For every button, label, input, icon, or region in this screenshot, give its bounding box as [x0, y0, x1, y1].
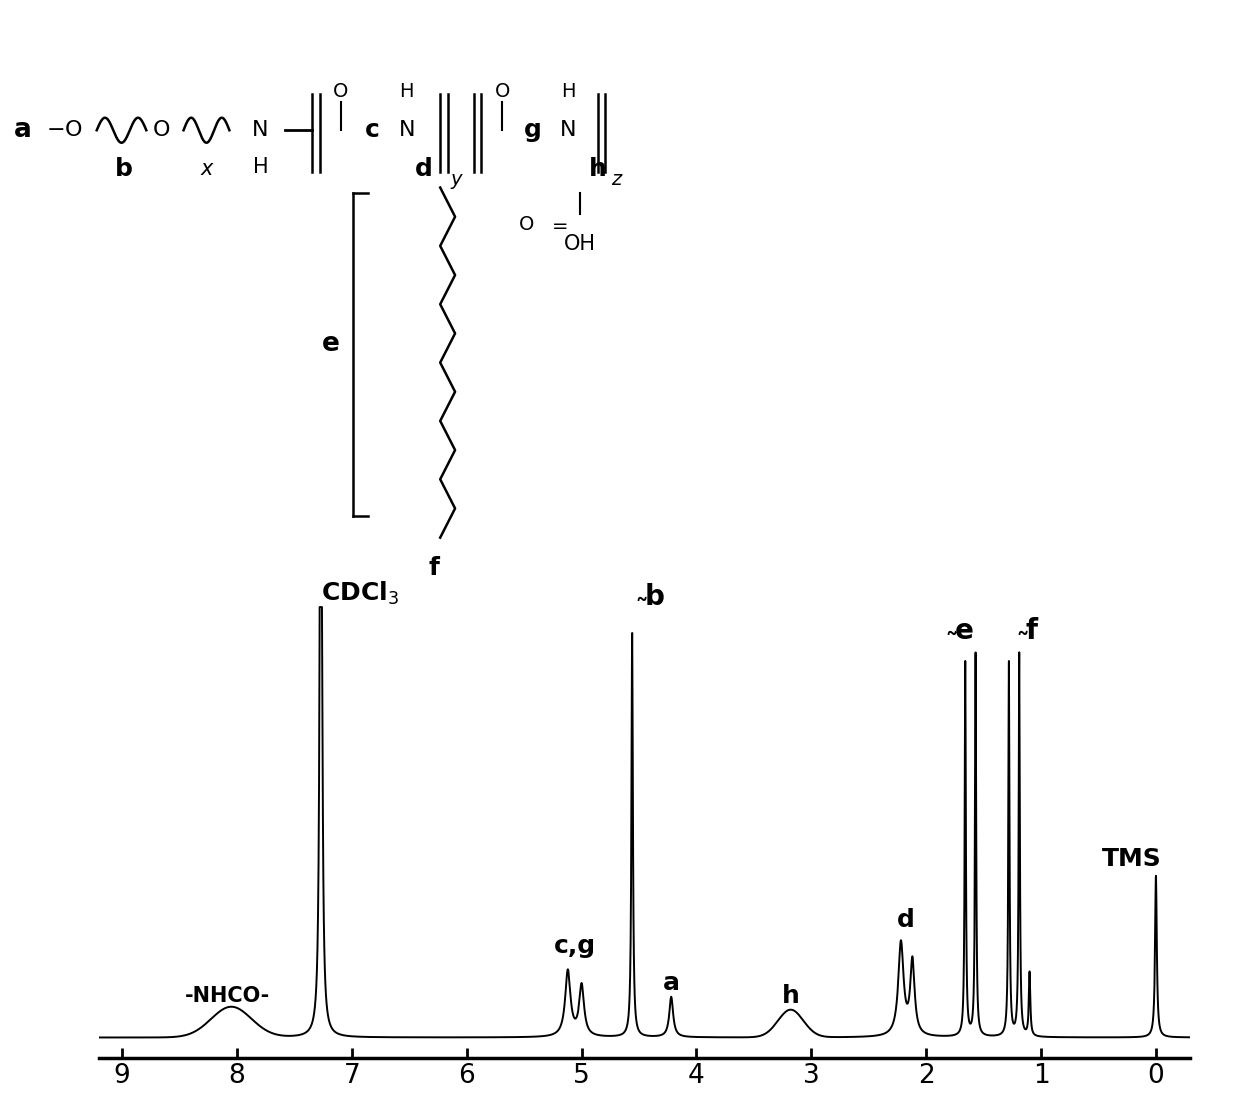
Text: TMS: TMS: [1102, 846, 1162, 871]
Text: CDCl$_3$: CDCl$_3$: [321, 580, 399, 607]
Text: h: h: [781, 984, 800, 1007]
Text: O: O: [334, 83, 348, 101]
Text: e: e: [322, 331, 340, 357]
Text: N: N: [252, 120, 269, 140]
Text: H: H: [253, 156, 268, 176]
Text: $\tilde{\;}$f: $\tilde{\;}$f: [1018, 617, 1040, 646]
Text: x: x: [201, 159, 213, 179]
Text: y: y: [450, 170, 463, 188]
Text: c,g: c,g: [554, 934, 595, 958]
Text: d: d: [415, 156, 433, 181]
Text: $\tilde{\;}$e: $\tilde{\;}$e: [947, 617, 975, 646]
Text: g: g: [525, 118, 542, 142]
Text: H: H: [560, 83, 575, 101]
Text: z: z: [611, 170, 621, 188]
Text: OH: OH: [564, 235, 596, 255]
Text: O: O: [153, 120, 170, 140]
Text: b: b: [115, 156, 133, 181]
Text: O: O: [520, 215, 534, 234]
Text: $-$O: $-$O: [46, 120, 83, 140]
Text: h: h: [589, 156, 606, 181]
Text: $=$: $=$: [548, 215, 568, 234]
Text: O: O: [495, 83, 510, 101]
Text: d: d: [897, 908, 914, 932]
Text: f: f: [429, 557, 439, 581]
Text: $\tilde{\;}$b: $\tilde{\;}$b: [637, 583, 665, 612]
Text: -NHCO-: -NHCO-: [185, 986, 270, 1006]
Text: c: c: [365, 118, 379, 142]
Text: N: N: [559, 120, 577, 140]
Text: a: a: [14, 117, 31, 143]
Text: H: H: [399, 83, 414, 101]
Text: a: a: [662, 971, 680, 995]
Text: N: N: [398, 120, 415, 140]
